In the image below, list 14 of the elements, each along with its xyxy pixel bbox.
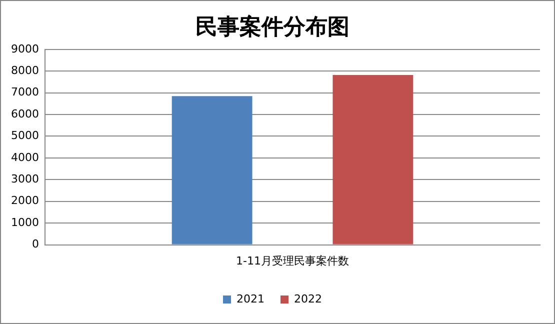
y-tick-label: 0	[32, 238, 39, 251]
legend-label: 2021	[236, 292, 265, 306]
legend-label: 2022	[294, 292, 322, 306]
chart-title: 民事案件分布图	[196, 14, 350, 40]
y-tick-label: 8000	[10, 64, 39, 77]
y-tick-label: 4000	[10, 150, 39, 164]
y-tick-label: 1000	[10, 216, 39, 229]
y-tick-label: 6000	[10, 107, 39, 120]
y-tick-label: 7000	[10, 86, 39, 99]
x-tick-label: 1-11月受理民事案件数	[236, 254, 349, 268]
y-tick-label: 9000	[10, 42, 39, 56]
y-tick-label: 2000	[10, 194, 39, 208]
y-tick-label: 3000	[10, 172, 39, 186]
y-tick-label: 5000	[10, 129, 39, 142]
